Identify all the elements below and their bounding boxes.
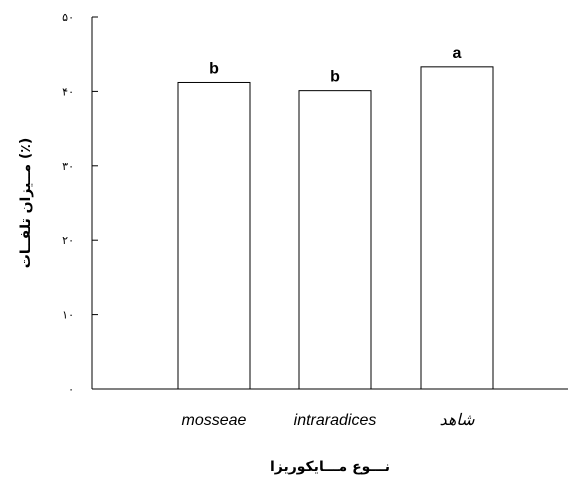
bar-1 (177, 81, 251, 390)
y-tick-label: ۵۰ (62, 11, 74, 24)
significance-letter: a (453, 45, 462, 62)
y-tick-label: ۳۰ (62, 160, 74, 173)
category-label: شاهد (439, 412, 475, 429)
category-label: mosseae (182, 412, 247, 429)
y-tick-label: ۰ (68, 383, 74, 396)
y-tick-label: ۱۰ (62, 309, 74, 322)
y-axis-title: مــیزان تلفــات (٪) (18, 138, 34, 268)
x-axis-title: نـــوع مـــایکوریزا (270, 459, 390, 475)
y-axis: ۰ ۱۰ ۲۰ ۳۰ ۴۰ ۵۰ (62, 11, 98, 396)
bars (177, 66, 494, 390)
significance-letter: b (330, 69, 340, 86)
y-tick-label: ۴۰ (62, 85, 74, 98)
category-label: intraradices (294, 412, 377, 429)
significance-letters: b b a (209, 45, 461, 86)
category-labels: mosseae intraradices شاهد (182, 412, 476, 429)
y-tick-label: ۲۰ (62, 234, 74, 247)
significance-letter: b (209, 60, 219, 77)
bar-3 (420, 66, 494, 390)
bar-2 (298, 90, 372, 390)
